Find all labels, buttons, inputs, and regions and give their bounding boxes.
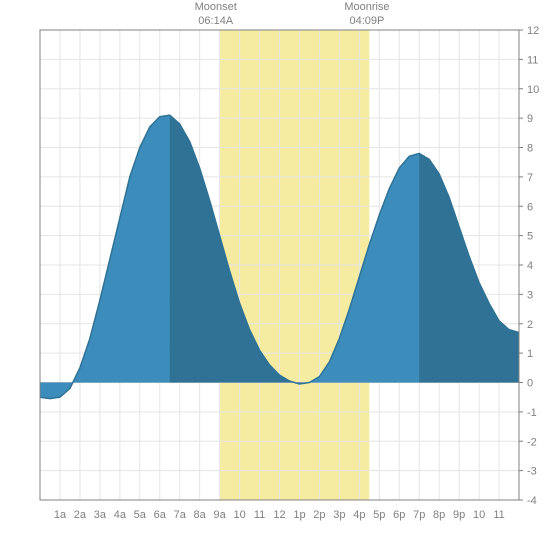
svg-text:0: 0 xyxy=(527,378,533,390)
moonrise-time: 04:09P xyxy=(350,15,385,27)
moonset-label: Moonset 06:14A xyxy=(195,0,237,29)
svg-text:1: 1 xyxy=(527,348,533,360)
svg-text:5p: 5p xyxy=(373,509,385,521)
svg-text:5: 5 xyxy=(527,231,533,243)
svg-text:1a: 1a xyxy=(54,509,67,521)
svg-text:2: 2 xyxy=(527,319,533,331)
svg-text:4p: 4p xyxy=(353,509,365,521)
svg-text:10: 10 xyxy=(473,509,485,521)
svg-text:8: 8 xyxy=(527,143,533,155)
svg-text:2p: 2p xyxy=(313,509,325,521)
moonset-time: 06:14A xyxy=(198,15,233,27)
svg-text:4a: 4a xyxy=(114,509,127,521)
svg-text:-3: -3 xyxy=(527,466,537,478)
svg-text:11: 11 xyxy=(254,509,265,521)
moonrise-label: Moonrise 04:09P xyxy=(344,0,389,29)
svg-text:9a: 9a xyxy=(214,509,227,521)
svg-text:4: 4 xyxy=(527,260,533,272)
svg-text:8p: 8p xyxy=(433,509,445,521)
svg-text:6: 6 xyxy=(527,201,533,213)
svg-text:5a: 5a xyxy=(134,509,147,521)
svg-text:3p: 3p xyxy=(333,509,345,521)
svg-text:11: 11 xyxy=(493,509,504,521)
svg-text:1p: 1p xyxy=(293,509,305,521)
svg-text:8a: 8a xyxy=(194,509,207,521)
svg-text:9p: 9p xyxy=(453,509,465,521)
svg-text:7: 7 xyxy=(527,172,533,184)
tide-chart: Moonset 06:14A Moonrise 04:09P 1a2a3a4a5… xyxy=(0,0,550,550)
svg-text:6p: 6p xyxy=(393,509,405,521)
svg-text:11: 11 xyxy=(527,54,538,66)
svg-text:3: 3 xyxy=(527,289,533,301)
svg-text:3a: 3a xyxy=(94,509,107,521)
moonset-title: Moonset xyxy=(195,1,237,13)
svg-text:-1: -1 xyxy=(527,407,537,419)
svg-text:7p: 7p xyxy=(413,509,425,521)
svg-text:12: 12 xyxy=(273,509,285,521)
svg-text:9: 9 xyxy=(527,113,533,125)
svg-text:7a: 7a xyxy=(174,509,187,521)
svg-text:2a: 2a xyxy=(74,509,87,521)
svg-text:10: 10 xyxy=(233,509,245,521)
svg-text:6a: 6a xyxy=(154,509,167,521)
chart-svg: 1a2a3a4a5a6a7a8a9a1011121p2p3p4p5p6p7p8p… xyxy=(0,0,550,550)
moonrise-title: Moonrise xyxy=(344,1,389,13)
svg-text:-4: -4 xyxy=(527,495,537,507)
svg-text:10: 10 xyxy=(527,84,539,96)
svg-text:-2: -2 xyxy=(527,436,537,448)
svg-text:12: 12 xyxy=(527,25,539,37)
